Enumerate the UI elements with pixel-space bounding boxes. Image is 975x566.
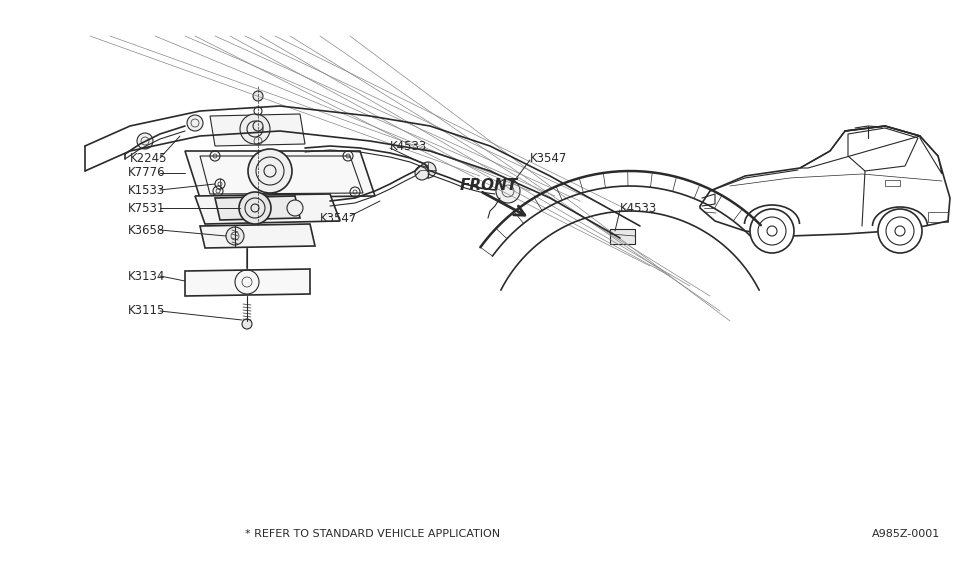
Circle shape bbox=[750, 209, 794, 253]
Text: A985Z-0001: A985Z-0001 bbox=[872, 529, 940, 539]
Polygon shape bbox=[195, 194, 340, 224]
Circle shape bbox=[248, 149, 292, 193]
Text: K3547: K3547 bbox=[530, 152, 567, 165]
Circle shape bbox=[878, 209, 922, 253]
Circle shape bbox=[242, 319, 252, 329]
Text: K4533: K4533 bbox=[390, 139, 427, 152]
Polygon shape bbox=[185, 269, 310, 296]
Polygon shape bbox=[185, 151, 375, 198]
Text: K3658: K3658 bbox=[128, 224, 165, 237]
Text: K3134: K3134 bbox=[128, 269, 166, 282]
Text: K4533: K4533 bbox=[620, 201, 657, 215]
Circle shape bbox=[137, 133, 153, 149]
Text: * REFER TO STANDARD VEHICLE APPLICATION: * REFER TO STANDARD VEHICLE APPLICATION bbox=[245, 529, 500, 539]
Text: K7776: K7776 bbox=[128, 166, 166, 179]
Circle shape bbox=[240, 114, 270, 144]
Circle shape bbox=[496, 179, 520, 203]
Text: K3115: K3115 bbox=[128, 305, 166, 318]
Text: K2245: K2245 bbox=[130, 152, 168, 165]
Polygon shape bbox=[210, 114, 305, 146]
Bar bbox=[928, 212, 948, 222]
Circle shape bbox=[253, 91, 263, 101]
Circle shape bbox=[239, 192, 271, 224]
Circle shape bbox=[226, 227, 244, 245]
Bar bbox=[885, 180, 900, 186]
Circle shape bbox=[287, 200, 303, 216]
Polygon shape bbox=[215, 196, 300, 220]
Bar bbox=[610, 229, 635, 244]
Text: K1533: K1533 bbox=[128, 183, 165, 196]
Text: K3547: K3547 bbox=[320, 212, 358, 225]
Polygon shape bbox=[200, 224, 315, 248]
Circle shape bbox=[415, 166, 429, 180]
Text: K7531: K7531 bbox=[128, 201, 166, 215]
Circle shape bbox=[420, 162, 436, 178]
Circle shape bbox=[187, 115, 203, 131]
Circle shape bbox=[253, 121, 263, 131]
Text: FRONT: FRONT bbox=[460, 178, 519, 194]
